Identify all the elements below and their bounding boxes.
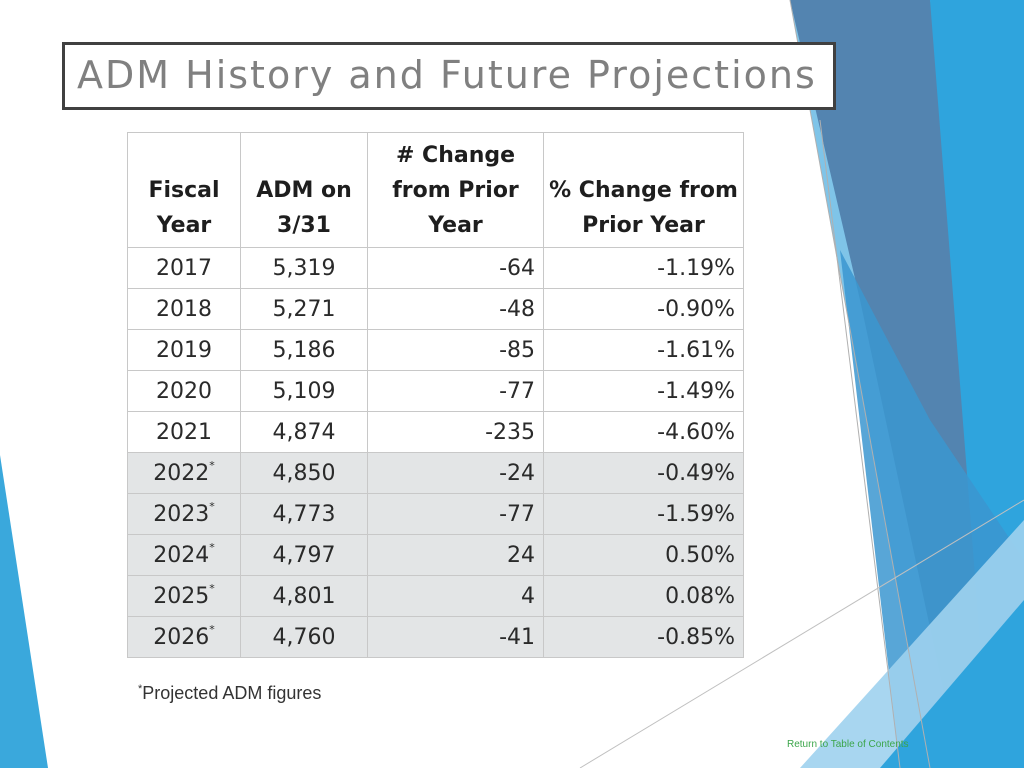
cell-adm: 5,271 (240, 288, 368, 330)
cell-pct: 0.08% (543, 575, 744, 617)
table-row: 2021 4,874 -235 -4.60% (127, 411, 744, 453)
cell-pct: -1.61% (543, 329, 744, 371)
cell-year: 2026* (127, 616, 241, 658)
table-row-projected: 2026* 4,760 -41 -0.85% (127, 616, 744, 658)
cell-adm: 4,801 (240, 575, 368, 617)
cell-year: 2019 (127, 329, 241, 371)
cell-year: 2023* (127, 493, 241, 535)
adm-table: Fiscal Year ADM on 3/31 # Change from Pr… (127, 132, 744, 658)
header-pct-change: % Change from Prior Year (543, 132, 744, 248)
cell-change: -48 (367, 288, 544, 330)
table-header-row: Fiscal Year ADM on 3/31 # Change from Pr… (127, 132, 744, 248)
cell-change: -24 (367, 452, 544, 494)
cell-year: 2021 (127, 411, 241, 453)
header-fiscal-year: Fiscal Year (127, 132, 241, 248)
cell-pct: -0.85% (543, 616, 744, 658)
cell-change: -235 (367, 411, 544, 453)
footnote: *Projected ADM figures (138, 683, 321, 704)
cell-change: -77 (367, 493, 544, 535)
bg-line-2 (819, 119, 901, 768)
cell-adm: 4,773 (240, 493, 368, 535)
cell-pct: -0.49% (543, 452, 744, 494)
cell-pct: -1.59% (543, 493, 744, 535)
cell-adm: 5,109 (240, 370, 368, 412)
table-row: 2018 5,271 -48 -0.90% (127, 288, 744, 330)
bg-line-3 (579, 499, 1024, 768)
page-title: ADM History and Future Projections (77, 53, 817, 97)
footnote-marker: * (138, 683, 143, 695)
return-to-toc-link[interactable]: Return to Table of Contents (787, 739, 909, 750)
cell-pct: -0.90% (543, 288, 744, 330)
cell-year: 2018 (127, 288, 241, 330)
cell-year: 2022* (127, 452, 241, 494)
cell-change: -41 (367, 616, 544, 658)
footnote-text: Projected ADM figures (142, 683, 322, 703)
table-row: 2019 5,186 -85 -1.61% (127, 329, 744, 371)
cell-adm: 4,850 (240, 452, 368, 494)
cell-adm: 4,874 (240, 411, 368, 453)
cell-adm: 5,319 (240, 247, 368, 289)
cell-year: 2017 (127, 247, 241, 289)
table-row-projected: 2025* 4,801 4 0.08% (127, 575, 744, 617)
cell-pct: 0.50% (543, 534, 744, 576)
title-box: ADM History and Future Projections (62, 42, 836, 110)
cell-change: -85 (367, 329, 544, 371)
table-row-projected: 2023* 4,773 -77 -1.59% (127, 493, 744, 535)
table-row-projected: 2022* 4,850 -24 -0.49% (127, 452, 744, 494)
cell-change: -64 (367, 247, 544, 289)
cell-change: -77 (367, 370, 544, 412)
bg-left-wedge (0, 455, 48, 768)
bg-line-1 (789, 0, 931, 768)
header-adm: ADM on 3/31 (240, 132, 368, 248)
cell-year: 2024* (127, 534, 241, 576)
cell-change: 4 (367, 575, 544, 617)
cell-year: 2025* (127, 575, 241, 617)
cell-adm: 4,760 (240, 616, 368, 658)
cell-pct: -1.19% (543, 247, 744, 289)
table-row-projected: 2024* 4,797 24 0.50% (127, 534, 744, 576)
bg-shape-corner (880, 600, 1024, 768)
table-row: 2020 5,109 -77 -1.49% (127, 370, 744, 412)
cell-pct: -4.60% (543, 411, 744, 453)
header-change: # Change from Prior Year (367, 132, 544, 248)
cell-adm: 5,186 (240, 329, 368, 371)
table-row: 2017 5,319 -64 -1.19% (127, 247, 744, 289)
cell-adm: 4,797 (240, 534, 368, 576)
cell-change: 24 (367, 534, 544, 576)
cell-year: 2020 (127, 370, 241, 412)
cell-pct: -1.49% (543, 370, 744, 412)
